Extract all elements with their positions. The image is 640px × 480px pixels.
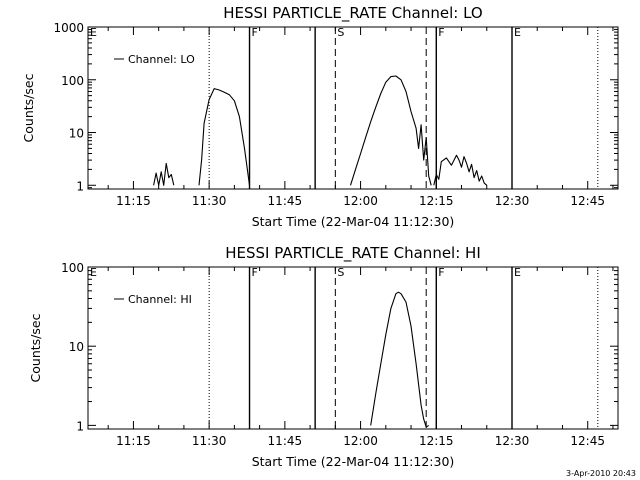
marker-label-s: S [337, 26, 344, 39]
x-tick-label: 11:30 [192, 434, 227, 448]
x-tick-label: 12:30 [495, 194, 530, 208]
legend-label: Channel: LO [128, 53, 195, 66]
chart-title: HESSI PARTICLE_RATE Channel: LO [223, 4, 482, 23]
series-line [153, 162, 175, 186]
marker-label-e: E [514, 266, 521, 279]
series-line [433, 154, 488, 186]
y-tick-label: 1 [76, 179, 84, 193]
x-tick-label: 11:45 [268, 434, 303, 448]
x-tick-label: 12:30 [495, 434, 530, 448]
x-tick-label: 11:45 [268, 194, 303, 208]
y-tick-label: 10 [69, 340, 84, 354]
timestamp: 3-Apr-2010 20:43 [566, 469, 636, 478]
y-tick-label: 100 [61, 261, 84, 275]
x-tick-label: 11:15 [116, 434, 151, 448]
marker-label-e: E [514, 26, 521, 39]
marker-label-f: F [438, 266, 444, 279]
x-tick-label: 11:30 [192, 194, 227, 208]
x-tick-label: 12:15 [419, 434, 454, 448]
x-tick-label: 12:45 [570, 194, 605, 208]
chart-title: HESSI PARTICLE_RATE Channel: HI [225, 244, 481, 263]
x-tick-label: 12:00 [343, 434, 378, 448]
marker-label-f: F [252, 26, 258, 39]
x-tick-label: 12:00 [343, 194, 378, 208]
y-tick-label: 100 [61, 74, 84, 88]
y-tick-label: 1 [76, 419, 84, 433]
marker-label-s: S [337, 266, 344, 279]
marker-label-e: E [90, 26, 97, 39]
legend-label: Channel: HI [128, 293, 192, 306]
marker-label-f: F [252, 266, 258, 279]
x-axis-label: Start Time (22-Mar-04 11:12:30) [252, 454, 455, 469]
x-tick-label: 12:15 [419, 194, 454, 208]
x-tick-label: 11:15 [116, 194, 151, 208]
y-tick-label: 10 [69, 127, 84, 141]
y-axis-label: Counts/sec [28, 313, 43, 382]
series-line [349, 75, 432, 186]
series-line [198, 88, 251, 186]
x-axis-label: Start Time (22-Mar-04 11:12:30) [252, 214, 455, 229]
plot-frame [87, 266, 619, 430]
plot-frame [87, 26, 619, 190]
y-tick-label: 1000 [53, 21, 84, 35]
y-axis-label: Counts/sec [21, 73, 36, 142]
marker-label-f: F [438, 26, 444, 39]
marker-label-e: E [90, 266, 97, 279]
x-tick-label: 12:45 [570, 434, 605, 448]
series-line [370, 291, 430, 428]
